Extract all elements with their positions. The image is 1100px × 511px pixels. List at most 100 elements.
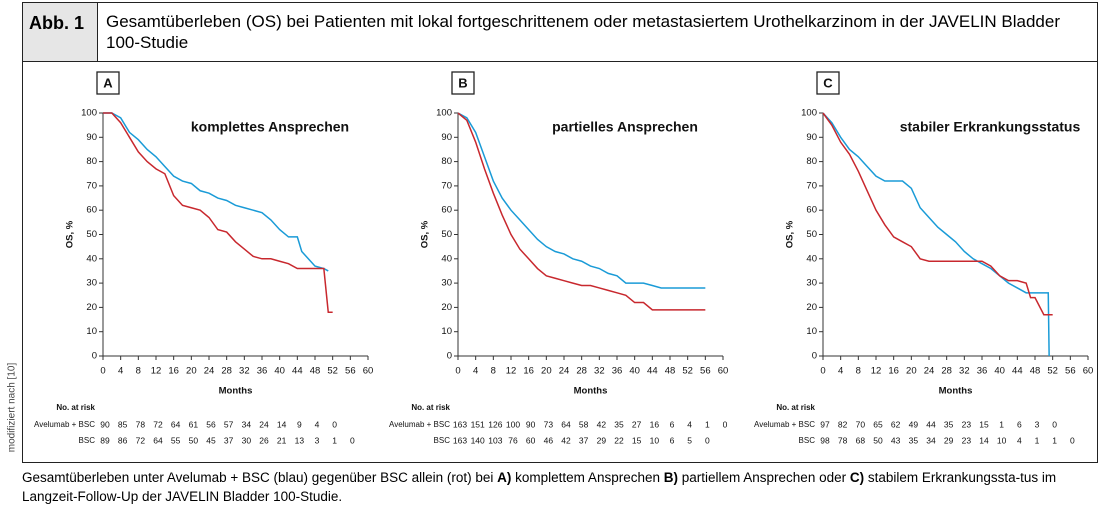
- caption-part: stabilem Erkrankungssta-tus im Langzeit-…: [22, 470, 1057, 504]
- x-tick-label: 20: [906, 366, 917, 377]
- risk-count: 15: [632, 435, 642, 445]
- y-tick-label: 20: [86, 302, 97, 313]
- risk-count: 1: [1035, 435, 1040, 445]
- x-tick-label: 36: [257, 366, 268, 377]
- risk-count: 78: [136, 419, 146, 429]
- y-tick-label: 100: [436, 108, 452, 119]
- x-tick-label: 24: [559, 366, 570, 377]
- risk-count: 29: [944, 435, 954, 445]
- risk-label: No. at risk: [776, 403, 815, 412]
- risk-count: 46: [544, 435, 554, 445]
- risk-count: 35: [909, 435, 919, 445]
- risk-count: 100: [506, 419, 520, 429]
- y-tick-label: 70: [806, 180, 817, 191]
- risk-count: 14: [277, 419, 287, 429]
- risk-count: 64: [561, 419, 571, 429]
- risk-count: 97: [820, 419, 830, 429]
- risk-count: 70: [856, 419, 866, 429]
- y-tick-label: 60: [86, 205, 97, 216]
- caption-part: A): [497, 470, 512, 485]
- chart-title: komplettes Ansprechen: [191, 119, 349, 135]
- risk-count: 6: [670, 419, 675, 429]
- y-tick-label: 0: [812, 351, 817, 362]
- y-tick-label: 20: [441, 302, 452, 313]
- y-tick-label: 30: [806, 278, 817, 289]
- caption-part: komplettem Ansprechen: [511, 470, 664, 485]
- x-axis-label: Months: [574, 386, 608, 397]
- risk-count: 0: [332, 419, 337, 429]
- header-label-cell: Abb. 1: [22, 2, 98, 62]
- x-tick-label: 52: [327, 366, 338, 377]
- risk-count: 60: [526, 435, 536, 445]
- risk-count: 43: [891, 435, 901, 445]
- risk-count: 68: [856, 435, 866, 445]
- x-tick-label: 40: [629, 366, 640, 377]
- y-tick-label: 80: [441, 156, 452, 167]
- x-tick-label: 16: [888, 366, 899, 377]
- risk-count: 42: [597, 419, 607, 429]
- x-tick-label: 60: [363, 366, 374, 377]
- y-tick-label: 80: [86, 156, 97, 167]
- x-tick-label: 16: [523, 366, 534, 377]
- risk-count: 23: [962, 435, 972, 445]
- risk-count: 90: [526, 419, 536, 429]
- x-tick-label: 44: [292, 366, 303, 377]
- panel-letter: A: [103, 75, 113, 90]
- caption-part: B): [663, 470, 678, 485]
- x-axis-label: Months: [219, 386, 253, 397]
- caption-part: C): [849, 470, 865, 485]
- x-tick-label: 4: [118, 366, 123, 377]
- panel-box: [816, 71, 840, 95]
- y-axis-label: OS, %: [785, 220, 796, 248]
- x-tick-label: 56: [345, 366, 356, 377]
- y-tick-label: 70: [86, 180, 97, 191]
- risk-count: 10: [650, 435, 660, 445]
- x-tick-label: 56: [1065, 366, 1076, 377]
- risk-count: 13: [295, 435, 305, 445]
- panel-box: [96, 71, 120, 95]
- risk-count: 35: [944, 419, 954, 429]
- x-tick-label: 32: [239, 366, 250, 377]
- risk-label: No. at risk: [411, 403, 450, 412]
- x-tick-label: 40: [274, 366, 285, 377]
- risk-count: 4: [315, 419, 320, 429]
- x-tick-label: 16: [168, 366, 179, 377]
- risk-count: 14: [979, 435, 989, 445]
- risk-count: 89: [100, 435, 110, 445]
- chart-title: partielles Ansprechen: [552, 119, 698, 135]
- risk-count: 45: [206, 435, 216, 445]
- risk-row-label: BSC: [799, 436, 816, 445]
- caption-part: partiellem Ansprechen oder: [678, 470, 850, 485]
- risk-count: 57: [224, 419, 234, 429]
- risk-count: 0: [723, 419, 728, 429]
- risk-count: 72: [136, 435, 146, 445]
- risk-count: 6: [1017, 419, 1022, 429]
- x-tick-label: 0: [100, 366, 105, 377]
- risk-count: 21: [277, 435, 287, 445]
- risk-count: 86: [118, 435, 128, 445]
- y-tick-label: 30: [441, 278, 452, 289]
- y-tick-label: 10: [806, 326, 817, 337]
- risk-count: 103: [488, 435, 502, 445]
- risk-count: 50: [873, 435, 883, 445]
- risk-count: 10: [997, 435, 1007, 445]
- x-tick-label: 24: [924, 366, 935, 377]
- y-tick-label: 10: [441, 326, 452, 337]
- x-axis-label: Months: [939, 386, 973, 397]
- risk-count: 62: [891, 419, 901, 429]
- risk-count: 34: [926, 435, 936, 445]
- risk-count: 1: [1052, 435, 1057, 445]
- x-tick-label: 8: [491, 366, 496, 377]
- risk-count: 163: [453, 419, 467, 429]
- x-tick-label: 44: [647, 366, 658, 377]
- risk-count: 151: [471, 419, 485, 429]
- risk-row-label: Avelumab + BSC: [34, 420, 95, 429]
- y-axis-label: OS, %: [420, 220, 431, 248]
- panel-box: [451, 71, 475, 95]
- survival-curve: [822, 112, 1053, 316]
- x-tick-label: 52: [682, 366, 693, 377]
- x-tick-label: 12: [871, 366, 882, 377]
- survival-curve: [457, 112, 706, 289]
- y-tick-label: 50: [806, 229, 817, 240]
